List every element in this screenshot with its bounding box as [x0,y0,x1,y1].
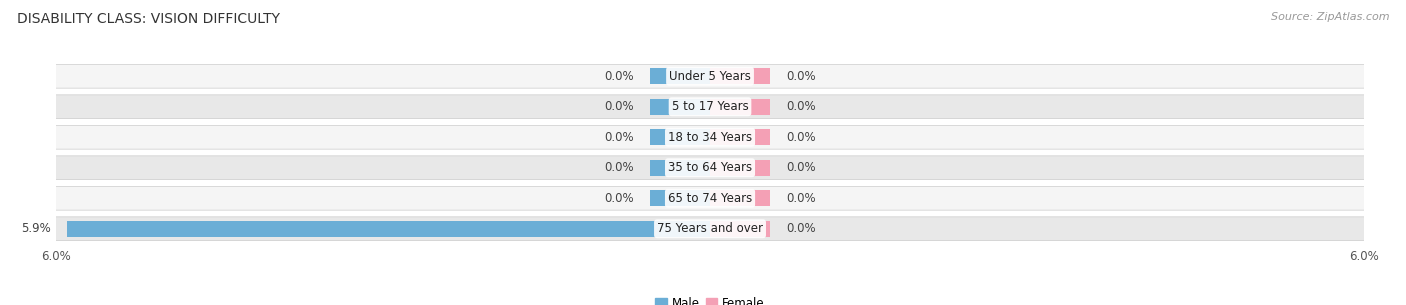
Bar [650,68,710,84]
Text: 35 to 64 Years: 35 to 64 Years [668,161,752,174]
Bar [710,160,770,176]
Bar [650,99,710,115]
Bar [710,129,770,145]
Text: 0.0%: 0.0% [605,131,634,144]
FancyBboxPatch shape [52,217,1368,241]
Legend: Male, Female: Male, Female [651,292,769,305]
FancyBboxPatch shape [52,186,1368,210]
Text: Source: ZipAtlas.com: Source: ZipAtlas.com [1271,12,1389,22]
Text: 0.0%: 0.0% [786,161,815,174]
Text: Under 5 Years: Under 5 Years [669,70,751,83]
Text: 18 to 34 Years: 18 to 34 Years [668,131,752,144]
Text: 5.9%: 5.9% [21,222,51,235]
Text: 0.0%: 0.0% [786,70,815,83]
Bar [710,68,770,84]
Text: 5 to 17 Years: 5 to 17 Years [672,100,748,113]
FancyBboxPatch shape [52,64,1368,88]
FancyBboxPatch shape [52,125,1368,149]
Text: 0.0%: 0.0% [786,100,815,113]
Text: 65 to 74 Years: 65 to 74 Years [668,192,752,205]
FancyBboxPatch shape [52,95,1368,119]
Text: DISABILITY CLASS: VISION DIFFICULTY: DISABILITY CLASS: VISION DIFFICULTY [17,12,280,26]
Text: 0.0%: 0.0% [605,192,634,205]
Text: 0.0%: 0.0% [605,161,634,174]
Text: 0.0%: 0.0% [605,100,634,113]
Text: 75 Years and over: 75 Years and over [657,222,763,235]
Bar [710,221,770,237]
Bar [67,221,710,237]
Text: 0.0%: 0.0% [786,131,815,144]
Bar [650,160,710,176]
Text: 0.0%: 0.0% [786,222,815,235]
Bar [650,129,710,145]
Text: 0.0%: 0.0% [605,70,634,83]
Text: 0.0%: 0.0% [786,192,815,205]
FancyBboxPatch shape [52,156,1368,180]
Bar [650,190,710,206]
Bar [710,99,770,115]
Bar [710,190,770,206]
